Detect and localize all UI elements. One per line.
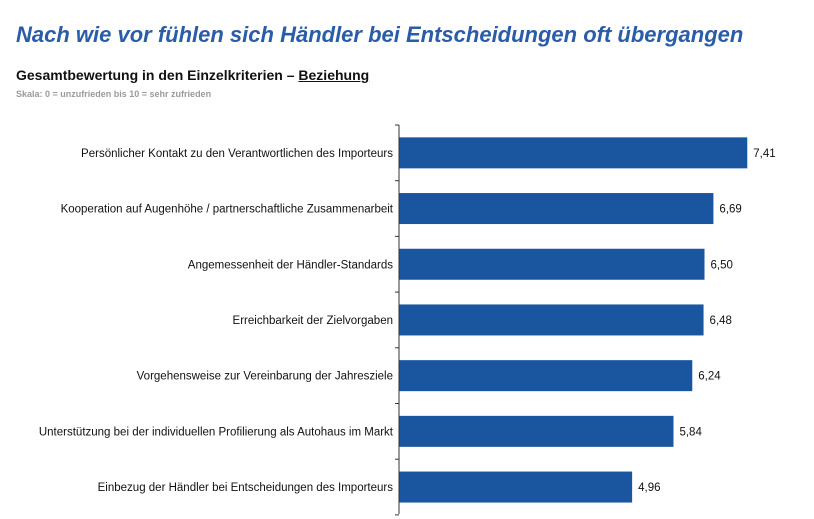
bar [399, 304, 704, 336]
value-label: 6,24 [698, 371, 721, 383]
scale-note: Skala: 0 = unzufrieden bis 10 = sehr zuf… [16, 89, 212, 99]
value-label: 7,41 [753, 148, 775, 160]
value-label: 4,96 [638, 482, 660, 494]
bar [399, 471, 633, 503]
bar [399, 360, 693, 392]
value-label: 6,50 [711, 259, 733, 271]
bar [399, 415, 674, 447]
chart-subtitle-emphasis: Beziehung [298, 67, 370, 83]
value-label: 6,69 [719, 204, 741, 216]
category-label: Vorgehensweise zur Vereinbarung der Jahr… [137, 371, 393, 383]
chart-subtitle: Gesamtbewertung in den Einzelkriterien –… [16, 67, 369, 83]
value-label: 6,48 [710, 315, 732, 327]
category-label: Persönlicher Kontakt zu den Verantwortli… [81, 148, 393, 160]
value-label: 5,84 [679, 426, 702, 438]
bar [399, 137, 748, 169]
category-label: Erreichbarkeit der Zielvorgaben [233, 315, 393, 327]
category-label: Angemessenheit der Händler-Standards [188, 259, 393, 271]
bar [399, 248, 705, 280]
category-label: Einbezug der Händler bei Entscheidungen … [98, 482, 394, 494]
category-label: Kooperation auf Augenhöhe / partnerschaf… [61, 204, 394, 216]
bar [399, 193, 714, 225]
chart-subtitle-prefix: Gesamtbewertung in den Einzelkriterien – [16, 67, 299, 83]
page-title: Nach wie vor fühlen sich Händler bei Ent… [16, 22, 744, 47]
category-label: Unterstützung bei der individuellen Prof… [39, 426, 394, 438]
